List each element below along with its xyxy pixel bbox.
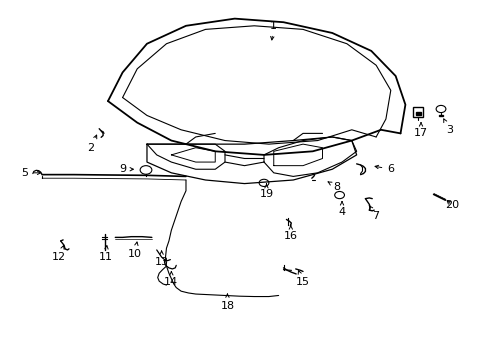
Text: 2: 2 bbox=[87, 135, 97, 153]
Text: 13: 13 bbox=[154, 251, 168, 267]
Text: 16: 16 bbox=[283, 225, 297, 240]
Text: 11: 11 bbox=[98, 246, 112, 262]
Text: 14: 14 bbox=[164, 271, 178, 287]
Text: 3: 3 bbox=[443, 119, 452, 135]
Text: 20: 20 bbox=[444, 200, 458, 210]
Bar bbox=[438, 115, 443, 116]
Text: 4: 4 bbox=[338, 202, 345, 217]
Text: 1: 1 bbox=[270, 21, 277, 40]
Text: 10: 10 bbox=[127, 242, 142, 258]
Text: 18: 18 bbox=[220, 294, 234, 311]
Text: 12: 12 bbox=[52, 246, 66, 262]
Text: 8: 8 bbox=[327, 182, 340, 192]
Text: 15: 15 bbox=[295, 271, 309, 287]
Bar bbox=[415, 112, 420, 116]
Bar bbox=[412, 107, 423, 117]
Text: 7: 7 bbox=[368, 206, 379, 221]
Text: 6: 6 bbox=[374, 164, 393, 174]
Text: 5: 5 bbox=[21, 168, 41, 178]
Text: 9: 9 bbox=[119, 164, 133, 174]
Text: 19: 19 bbox=[259, 184, 273, 199]
Text: 17: 17 bbox=[413, 123, 427, 138]
